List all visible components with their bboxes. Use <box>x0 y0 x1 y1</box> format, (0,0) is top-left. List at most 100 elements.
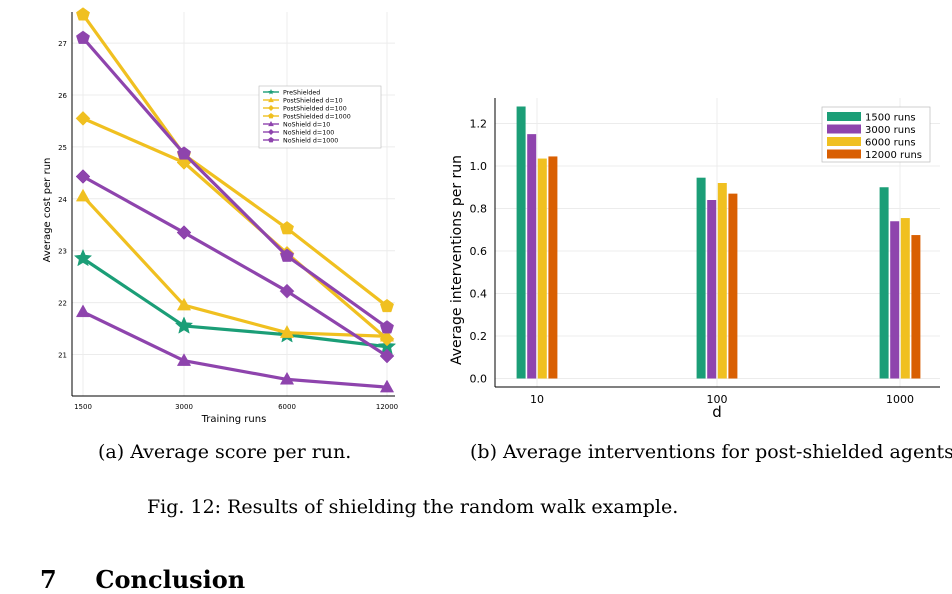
data-point-marker <box>176 353 192 366</box>
x-tick-label: 6000 <box>278 403 296 411</box>
subcaption-b: (b) Average interventions for post-shiel… <box>470 441 952 463</box>
legend-swatch <box>827 112 861 121</box>
y-tick-label: 0.2 <box>470 330 488 343</box>
data-point-marker <box>75 111 91 126</box>
series-line <box>82 310 388 389</box>
series-line <box>82 116 389 341</box>
bar <box>707 200 717 379</box>
section-heading: 7 Conclusion <box>40 565 245 594</box>
data-point-marker <box>176 225 192 240</box>
data-point-marker <box>280 248 294 262</box>
figure-caption: Fig. 12: Results of shielding the random… <box>147 496 679 518</box>
bar <box>548 156 558 379</box>
data-point-marker <box>280 221 294 235</box>
x-tick-label: 10 <box>530 393 544 406</box>
data-point-marker <box>174 316 194 334</box>
series-postshielded-d-100 <box>75 111 395 347</box>
bar <box>516 106 526 379</box>
bar <box>911 235 921 379</box>
bar <box>890 221 900 379</box>
x-tick-label: 3000 <box>175 403 193 411</box>
data-point-marker <box>379 379 395 393</box>
y-tick-label: 21 <box>58 351 67 359</box>
chart-a-axes <box>71 12 395 397</box>
legend-marker <box>268 105 274 111</box>
chart-b-x-axis-label: d <box>712 403 722 421</box>
legend-label: 3000 runs <box>865 125 916 136</box>
x-tick-label: 1000 <box>886 393 914 406</box>
series-postshielded-d-10 <box>75 188 395 342</box>
section-title: Conclusion <box>95 565 246 594</box>
y-tick-label: 0.8 <box>470 203 488 216</box>
chart-b-y-axis-label: Average interventions per run <box>449 155 465 365</box>
series-line <box>82 175 388 358</box>
legend-label: PostShielded d=10 <box>283 97 343 104</box>
data-point-marker <box>176 297 192 311</box>
x-tick-label: 12000 <box>376 403 398 411</box>
y-tick-label: 23 <box>58 248 67 256</box>
bar <box>537 158 547 379</box>
line-chart-average-cost: 21 22 23 24 25 26 27 1500 3000 6000 12000 Training… <box>42 7 398 425</box>
data-point-marker <box>379 331 395 347</box>
data-point-marker <box>177 146 191 160</box>
legend-swatch <box>827 124 861 134</box>
data-point-marker <box>279 325 295 338</box>
bar <box>728 193 738 379</box>
series-line <box>81 13 388 308</box>
data-point-marker <box>279 371 295 385</box>
y-tick-label: 1.0 <box>470 160 488 173</box>
y-tick-label: 26 <box>58 92 67 100</box>
y-tick-label: 0.6 <box>470 245 488 258</box>
legend-label: PostShielded d=100 <box>283 105 347 112</box>
series-noshield-d-100 <box>75 169 395 364</box>
data-point-marker <box>380 298 394 313</box>
data-point-marker <box>279 283 295 299</box>
data-point-marker <box>76 7 90 21</box>
subcaption-a: (a) Average score per run. <box>98 441 352 463</box>
bar-chart-average-interventions: 0.0 0.2 0.4 0.6 0.8 1.0 1.2 10 100 1000 d Average… <box>449 98 940 421</box>
y-tick-label: 25 <box>58 144 67 152</box>
bar <box>527 134 537 379</box>
series-line <box>81 195 388 338</box>
data-point-marker <box>379 348 395 364</box>
bar <box>696 177 706 379</box>
legend-label: NoShield d=1000 <box>283 137 338 144</box>
legend-marker <box>268 89 274 95</box>
series-line <box>82 257 388 349</box>
legend-label: 1500 runs <box>865 113 916 124</box>
legend-box <box>258 85 382 149</box>
data-point-marker <box>73 248 93 267</box>
series-noshield-d-10 <box>75 304 395 393</box>
y-tick-label: 0.4 <box>470 288 488 301</box>
chart-a-x-axis-label: Training runs <box>201 414 267 425</box>
data-point-marker <box>380 320 394 334</box>
series-preshielded <box>73 248 397 355</box>
legend-label: NoShield d=100 <box>283 129 334 136</box>
x-tick-label: 100 <box>707 393 728 406</box>
section-number: 7 <box>40 565 57 594</box>
legend-marker <box>268 121 274 127</box>
legend-marker <box>268 137 274 143</box>
legend-label: 12000 runs <box>865 150 922 161</box>
legend-label: 6000 runs <box>865 138 916 149</box>
legend-marker <box>268 113 274 119</box>
data-point-marker <box>75 169 91 184</box>
bar <box>717 183 727 379</box>
legend-label: NoShield d=10 <box>283 121 330 128</box>
data-point-marker <box>75 304 91 318</box>
chart-b-axes <box>494 98 940 388</box>
legend-swatch <box>827 137 861 146</box>
data-point-marker <box>75 188 91 202</box>
y-tick-label: 24 <box>58 196 67 204</box>
legend-marker <box>268 97 274 103</box>
series-noshield-d-1000 <box>76 30 394 334</box>
y-tick-label: 0.0 <box>470 373 488 386</box>
series-line <box>81 36 388 329</box>
y-tick-label: 27 <box>58 40 67 48</box>
chart-a-tick-labels: 21 22 23 24 25 26 27 1500 3000 6000 12000 <box>58 40 398 411</box>
y-tick-label: 22 <box>58 300 67 308</box>
legend-marker <box>268 129 274 135</box>
bar <box>900 218 910 379</box>
